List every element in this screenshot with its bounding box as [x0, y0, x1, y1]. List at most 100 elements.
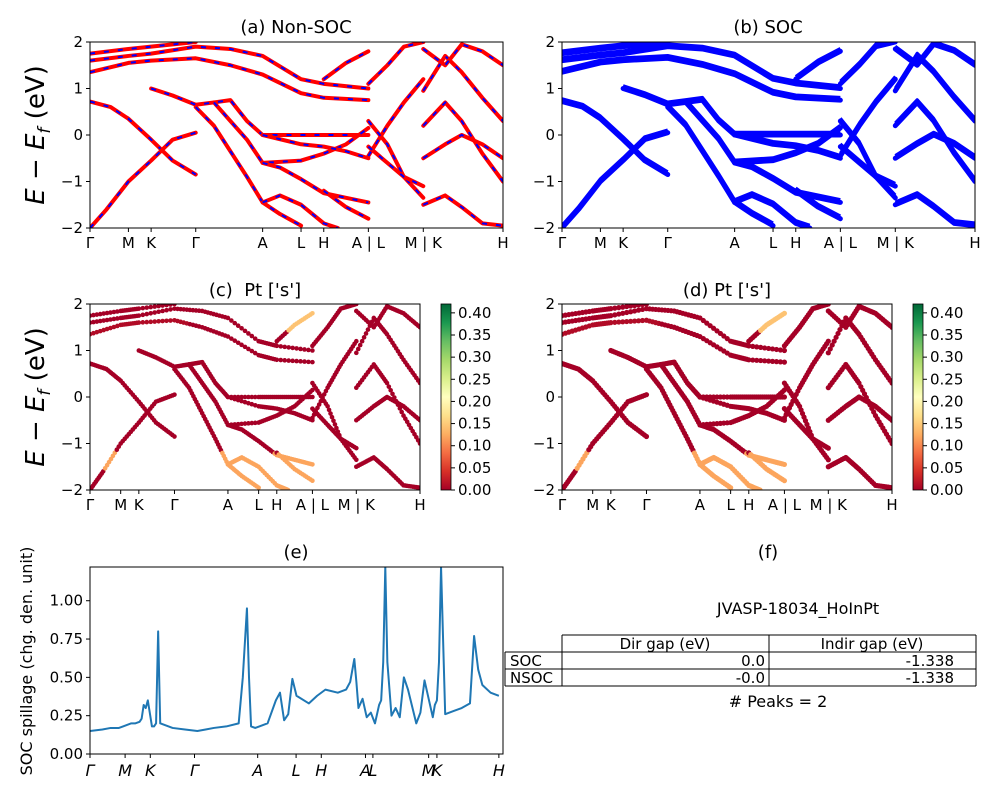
y-tick-label: 0.00 [50, 745, 83, 763]
x-tick-label: Γ [86, 234, 95, 252]
scatter-point [773, 346, 780, 353]
y-tick-label: −2 [533, 481, 555, 499]
scatter-point [833, 334, 839, 340]
scatter-point [889, 485, 892, 490]
x-tick-label: H [886, 496, 897, 514]
scatter-points [562, 304, 892, 490]
table-cell: 0.0 [741, 652, 765, 670]
colorbar-tick-label: 0.05 [458, 459, 491, 477]
scatter-point [616, 311, 622, 317]
scatter-point [97, 318, 103, 324]
band-line-soc-split [839, 75, 897, 154]
x-tick-label: A | L [824, 234, 858, 252]
scatter-point [825, 304, 831, 307]
scatter-point [239, 325, 244, 331]
band-line-soc-split [562, 97, 669, 174]
scatter-point [354, 457, 359, 463]
x-tick-label: K [606, 496, 617, 514]
scatter-point [172, 434, 177, 439]
scatter-point [242, 328, 248, 334]
x-tick-label: H [790, 234, 801, 252]
peaks-count: # Peaks = 2 [729, 692, 828, 711]
scatter-point [643, 433, 650, 440]
scatter-point [152, 304, 157, 309]
x-tick-label: H [743, 496, 754, 514]
scatter-point [390, 391, 395, 397]
colorbar-tick-label: 0.10 [458, 437, 491, 455]
scatter-point [286, 358, 291, 363]
band-line-soc [837, 144, 898, 189]
scatter-point [388, 387, 393, 393]
colorbar-tick-label: 0.30 [930, 348, 963, 366]
spillage-series [90, 567, 500, 733]
band-line [149, 86, 371, 137]
y-tick-label: −2 [61, 481, 83, 499]
scatter-point [620, 304, 626, 310]
scatter-point [302, 347, 307, 352]
scatter-point [278, 344, 284, 349]
band-line [366, 42, 426, 86]
scatter-point [758, 357, 764, 364]
scatter-point [101, 311, 106, 316]
band-line-soc [892, 42, 975, 68]
energy-ylabel-mid: E − Ef (eV) [21, 327, 55, 467]
scatter-point [332, 422, 338, 427]
scatter-point [781, 461, 788, 468]
ylabel-unit: (eV) [21, 327, 51, 389]
scatter-point [781, 359, 788, 365]
scatter-point [825, 457, 831, 463]
scatter-point [252, 394, 258, 400]
x-tick-label: H [497, 234, 508, 252]
x-tick-label: A [251, 761, 263, 780]
colorbar-tick-label: 0.35 [930, 326, 963, 344]
panel-e-spillage-plot: 0.000.250.500.751.00Γ M K Γ A L H AL MK H [50, 566, 505, 780]
band-line-soc [837, 76, 898, 159]
scatter-point [325, 404, 330, 409]
band-line [366, 144, 426, 189]
band-line-soc-split [894, 42, 975, 64]
table-cell: -1.338 [906, 652, 954, 670]
band-line-soc-split [666, 103, 774, 225]
band-line-dash [262, 161, 369, 204]
scatter-point [239, 394, 244, 400]
scatter-point [762, 345, 768, 351]
band-line-soc-split [894, 191, 975, 225]
y-tick-label: −1 [533, 173, 555, 191]
scatter-point [620, 319, 626, 325]
band-line-soc [562, 55, 843, 103]
scatter-point [628, 309, 634, 315]
scatter-point [274, 343, 280, 349]
x-tick-label: H [493, 761, 505, 780]
x-tick-label: Γ [558, 496, 567, 514]
x-tick-label: M [118, 761, 132, 780]
scatter-point [639, 306, 646, 313]
scatter-point [104, 317, 110, 323]
band-line-soc-split [562, 53, 841, 99]
scatter-point [140, 320, 146, 325]
ylabel-sub: f [35, 125, 55, 134]
scatter-point [310, 311, 315, 316]
scatter-points [90, 304, 420, 490]
scatter-point [825, 445, 831, 451]
scatter-point [256, 485, 261, 490]
colorbar-tick-label: 0.00 [458, 481, 491, 499]
band-line-soc [732, 132, 843, 161]
band-line [260, 193, 340, 228]
scatter-point [624, 304, 630, 310]
scatter-point [239, 342, 244, 348]
table-cell: -0.0 [736, 669, 765, 687]
scatter-point [249, 420, 255, 426]
scatter-point [246, 421, 251, 426]
scatter-point [357, 342, 363, 348]
scatter-point [632, 304, 638, 309]
x-tick-label: K [146, 234, 157, 252]
band-lines [562, 42, 975, 228]
band-line-soc-split [562, 42, 841, 88]
scatter-point [148, 304, 154, 310]
scatter-point [111, 316, 117, 322]
scatter-point [148, 311, 154, 316]
scatter-point [889, 380, 892, 386]
x-tick-label: A [223, 496, 234, 514]
x-tick-label: Γ [664, 234, 673, 252]
colorbar-tick-label: 0.15 [458, 415, 491, 433]
